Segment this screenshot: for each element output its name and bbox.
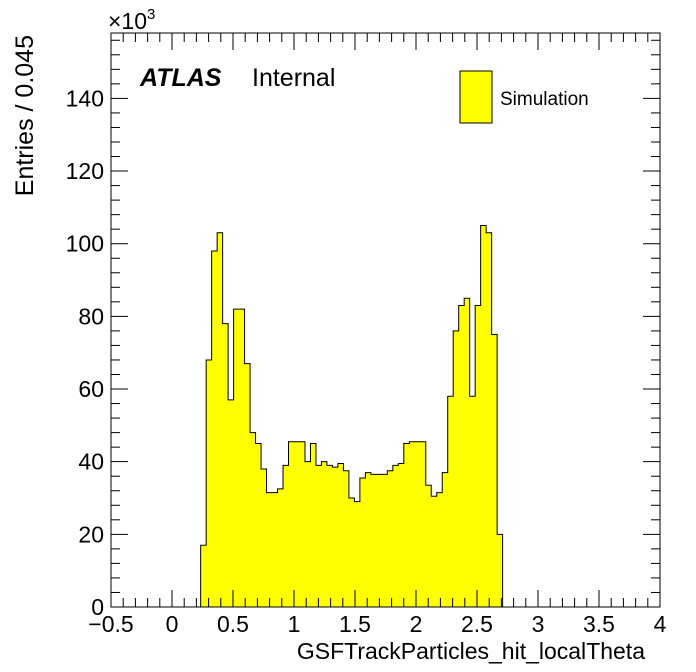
histogram-bar	[272, 492, 278, 607]
histogram-bar	[233, 309, 240, 607]
y-tick-label: 80	[78, 303, 104, 329]
legend-swatch	[459, 70, 493, 124]
histogram-bar	[337, 463, 344, 607]
histogram-bar	[315, 465, 322, 607]
histogram-bar	[381, 474, 388, 607]
histogram-bar	[486, 232, 493, 607]
x-tick-label: −0.5	[88, 611, 133, 637]
x-tick-label: 3.5	[583, 611, 615, 637]
histogram-bar	[348, 498, 355, 607]
legend-entry-simulation: Simulation	[500, 89, 589, 110]
y-tick-label: 40	[78, 449, 104, 475]
x-tick-label: 4	[654, 611, 667, 637]
histogram-bar	[277, 488, 284, 607]
histogram-bar	[387, 470, 394, 607]
histogram-bar	[425, 485, 432, 607]
x-tick-label: 0	[166, 611, 179, 637]
x-tick-label: 1.5	[339, 611, 371, 637]
histogram-bar	[436, 492, 443, 607]
histogram-bar	[326, 465, 333, 607]
y-tick-label: 140	[66, 85, 104, 111]
histogram-bar	[261, 468, 267, 607]
x-axis-label: GSFTrackParticles_hit_localTheta	[297, 638, 645, 664]
histogram-bar	[409, 441, 416, 607]
histogram-bar	[283, 465, 289, 607]
histogram-bar	[332, 467, 339, 607]
histogram-bar	[288, 441, 295, 607]
x-tick-label: 2.5	[461, 611, 493, 637]
y-tick-label: 120	[66, 158, 104, 184]
x-tick-label: 2	[410, 611, 423, 637]
histogram-bar	[403, 443, 410, 607]
y-tick-label: 20	[78, 521, 104, 547]
histogram-bar	[420, 441, 427, 607]
histogram-bar	[497, 534, 504, 607]
histogram-bar	[354, 501, 361, 607]
histogram-bar	[310, 443, 317, 607]
histogram-bar	[491, 334, 498, 607]
histogram-bar	[222, 323, 229, 607]
histogram-bar	[431, 496, 438, 607]
histogram-bar	[464, 298, 471, 607]
histogram-bar	[442, 472, 449, 607]
plot-frame	[110, 32, 661, 608]
histogram-bar	[447, 396, 454, 607]
y-tick-label: 60	[78, 376, 104, 402]
histogram-bar	[304, 461, 311, 607]
atlas-status: Internal	[252, 64, 335, 92]
histogram-bar	[453, 330, 460, 607]
histogram-bar	[376, 474, 383, 607]
x-tick-label: 1	[288, 611, 301, 637]
histogram-bar	[255, 443, 262, 607]
x-tick-label: 0.5	[217, 611, 249, 637]
histogram-bar	[228, 399, 235, 607]
atlas-label: ATLAS	[139, 64, 222, 92]
histogram-bar	[480, 225, 487, 607]
histogram-bar	[239, 309, 245, 607]
histogram-bar	[398, 463, 405, 607]
histogram-bar	[370, 474, 377, 607]
histogram-bar	[414, 441, 421, 607]
y-multiplier: ×103	[108, 6, 155, 34]
x-tick-label: 3	[532, 611, 545, 637]
histogram-bar	[392, 465, 399, 607]
histogram-outline	[200, 225, 504, 607]
y-tick-label: 0	[91, 594, 104, 620]
histogram-bar	[475, 305, 482, 607]
histogram-bar	[244, 363, 251, 607]
y-tick-label: 100	[66, 231, 104, 257]
y-axis-label: Entries / 0.045	[11, 35, 39, 196]
histogram-bar	[458, 305, 465, 607]
histogram-bar	[294, 441, 300, 607]
histogram-bar	[206, 359, 213, 607]
histogram-bar	[359, 478, 366, 607]
histogram-bar	[266, 492, 273, 607]
histogram-bar	[469, 396, 476, 607]
histogram-bar	[250, 432, 256, 607]
histogram-bar	[321, 461, 328, 607]
histogram-bar	[200, 545, 207, 607]
histogram-bar	[211, 250, 218, 608]
histogram-bar	[365, 472, 372, 607]
histogram-bar	[343, 470, 350, 607]
histogram-bar	[217, 232, 224, 607]
histogram-bar	[299, 441, 306, 607]
